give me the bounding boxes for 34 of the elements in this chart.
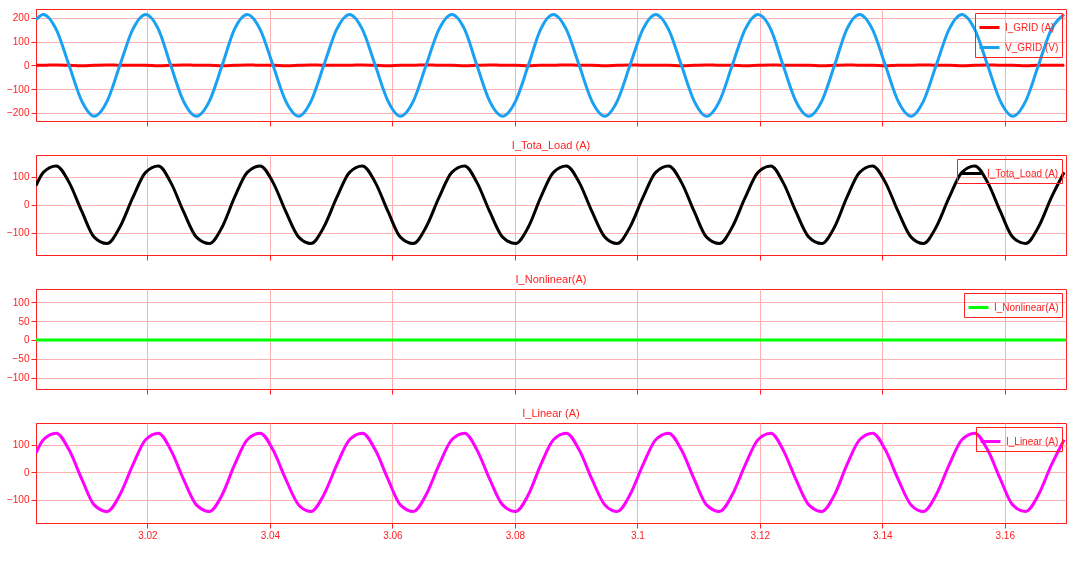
y-tick-label: 100 <box>12 171 30 183</box>
chart-title: I_Nonlinear(A) <box>515 273 587 285</box>
x-tick-label: 3.1 <box>630 529 646 541</box>
x-tick-label: 3.12 <box>750 529 771 541</box>
y-tick-label: 200 <box>12 12 30 24</box>
y-tick-label: 0 <box>23 466 30 478</box>
line-series <box>36 431 1066 513</box>
y-tick-label: 0 <box>23 334 30 346</box>
x-tick-label: 3.08 <box>505 529 526 541</box>
legend-label: I_Tota_Load (A) <box>987 167 1059 179</box>
y-tick-label: −100 <box>6 83 30 95</box>
y-tick-label: −200 <box>6 107 30 119</box>
y-tick-label: −50 <box>12 353 30 365</box>
y-tick-label: 0 <box>23 59 30 71</box>
y-tick-label: 100 <box>12 36 30 48</box>
x-tick-label: 3.16 <box>995 529 1016 541</box>
y-tick-label: 100 <box>12 439 30 451</box>
y-tick-label: 50 <box>18 315 30 327</box>
line-series <box>36 12 1066 118</box>
x-tick-label: 3.04 <box>260 529 281 541</box>
x-tick-label: 3.02 <box>138 529 159 541</box>
y-tick-label: −100 <box>6 372 30 384</box>
chart-title: I_Linear (A) <box>522 407 580 419</box>
chart-title: I_Tota_Load (A) <box>511 139 591 151</box>
x-tick-label: 3.14 <box>873 529 893 541</box>
y-tick-label: −100 <box>6 227 30 239</box>
y-tick-label: 100 <box>12 296 30 308</box>
legend-label: I_Linear (A) <box>1006 435 1059 447</box>
line-series <box>36 164 1066 246</box>
y-tick-label: 0 <box>23 199 30 211</box>
legend-label: V_GRID (V) <box>1005 41 1059 53</box>
x-tick-label: 3.06 <box>383 529 404 541</box>
y-tick-label: −100 <box>6 494 30 506</box>
legend-label: I_Nonlinear(A) <box>994 301 1059 313</box>
